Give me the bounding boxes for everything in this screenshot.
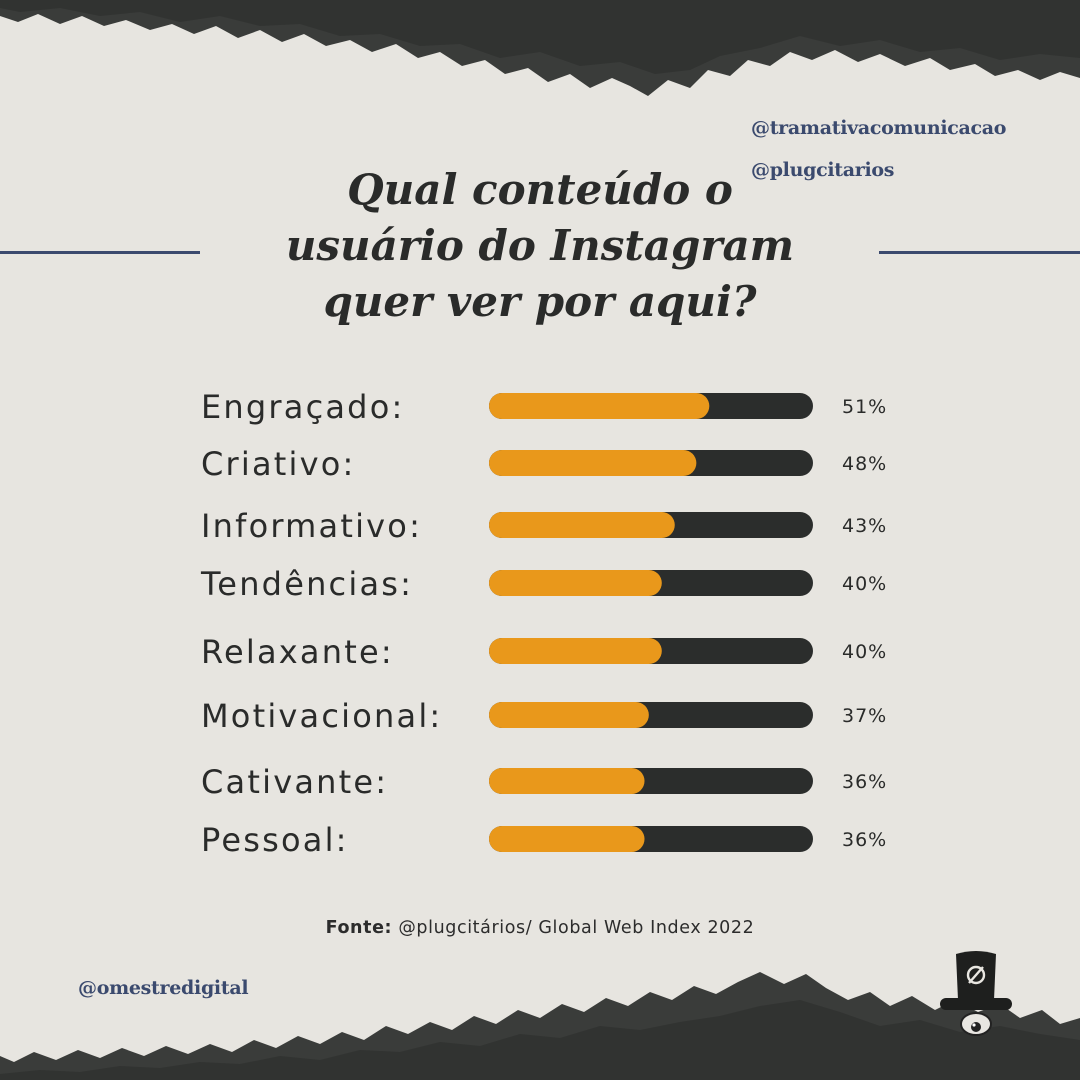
- divider-line-right: [879, 251, 1080, 254]
- instagram-handle-plugcitarios: @plugcitarios: [751, 159, 895, 181]
- value-label: 36%: [842, 771, 887, 793]
- bar-fill: [489, 768, 645, 794]
- category-label: Informativo:: [201, 507, 422, 545]
- value-label: 36%: [842, 829, 887, 851]
- instagram-handle-tramativa: @tramativacomunicacao: [751, 117, 1007, 139]
- title-line-1: Qual conteúdo o: [347, 165, 733, 214]
- divider-line-left: [0, 251, 200, 254]
- source-label: Fonte:: [325, 918, 393, 938]
- category-label: Relaxante:: [201, 633, 394, 671]
- bar-fill: [489, 638, 662, 664]
- source-text: @plugcitários/ Global Web Index 2022: [392, 918, 755, 938]
- category-label: Motivacional:: [201, 697, 442, 735]
- bar-fill: [489, 393, 710, 419]
- category-label: Tendências:: [200, 565, 413, 603]
- category-label: Cativante:: [201, 763, 388, 801]
- bar-fill: [489, 702, 649, 728]
- value-label: 37%: [842, 705, 887, 727]
- value-label: 43%: [842, 515, 887, 537]
- instagram-handle-omestredigital: @omestredigital: [78, 977, 249, 999]
- category-label: Engraçado:: [201, 388, 404, 426]
- value-label: 40%: [842, 641, 887, 663]
- category-label: Pessoal:: [201, 821, 349, 859]
- torn-paper-top-edge: [0, 0, 1080, 96]
- source-note: Fonte: @plugcitários/ Global Web Index 2…: [0, 918, 1080, 938]
- category-label: Criativo:: [201, 445, 356, 483]
- bar-fill: [489, 826, 645, 852]
- value-label: 48%: [842, 453, 887, 475]
- title-line-3: quer ver por aqui?: [323, 277, 757, 326]
- bar-fill: [489, 570, 662, 596]
- title-line-2: usuário do Instagram: [285, 221, 795, 270]
- bar-fill: [489, 512, 675, 538]
- top-hat-mascot-icon: [940, 951, 1012, 1036]
- value-label: 40%: [842, 573, 887, 595]
- page-title: Qual conteúdo o usuário do Instagram que…: [240, 162, 840, 330]
- bar-fill: [489, 450, 697, 476]
- torn-paper-bottom-edge: [0, 972, 1080, 1080]
- value-label: 51%: [842, 396, 887, 418]
